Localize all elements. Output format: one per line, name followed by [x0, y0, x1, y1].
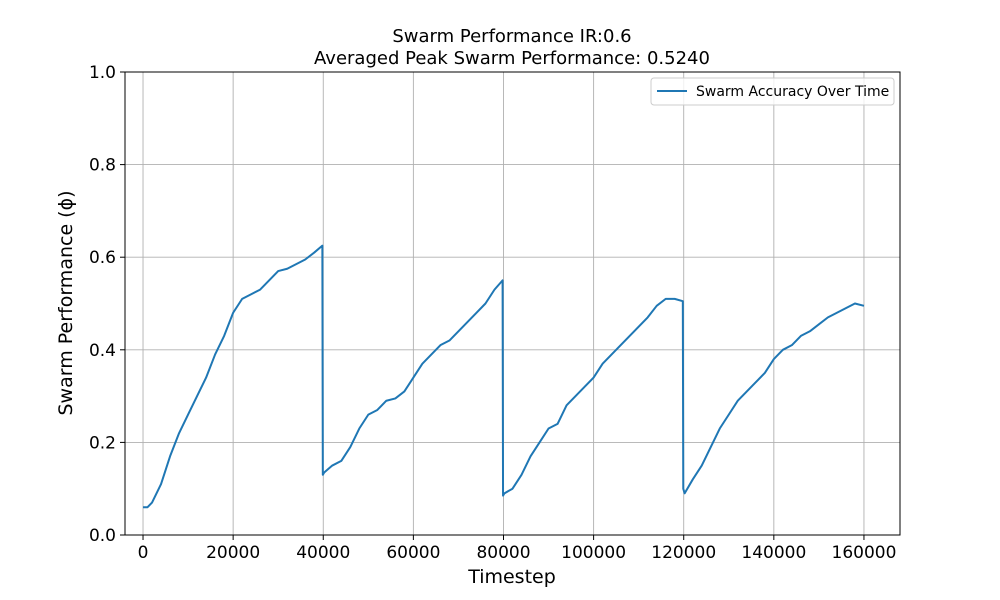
x-axis-ticks: 0 20000 40000 60000 80000 100000 120000 140000 1…	[138, 535, 897, 563]
x-tick-label: 80000	[476, 543, 530, 563]
x-tick-label: 20000	[206, 543, 260, 563]
series-layer	[143, 244, 865, 509]
chart-title-line2: Averaged Peak Swarm Performance: 0.5240	[314, 48, 710, 69]
y-tick-label: 1.0	[89, 63, 116, 83]
x-tick-label: 100000	[561, 543, 626, 563]
x-tick-label: 60000	[386, 543, 440, 563]
legend: Swarm Accuracy Over Time	[650, 77, 895, 106]
y-axis-ticks: 0.0 0.2 0.4 0.6 0.8 1.0	[89, 63, 125, 546]
chart-title-line1: Swarm Performance IR:0.6	[392, 26, 631, 47]
y-tick-label: 0.0	[89, 526, 116, 546]
x-axis-label: Timestep	[467, 566, 556, 588]
y-tick-label: 0.4	[89, 341, 116, 361]
y-tick-label: 0.8	[89, 156, 116, 176]
x-tick-label: 140000	[741, 543, 806, 563]
y-tick-label: 0.6	[89, 248, 116, 268]
x-tick-label: 120000	[651, 543, 716, 563]
y-axis-label: Swarm Performance (ϕ)	[55, 190, 77, 415]
x-tick-label: 40000	[296, 543, 350, 563]
x-tick-label: 160000	[832, 543, 897, 563]
series-line-swarm-accuracy	[143, 244, 865, 509]
x-tick-label: 0	[138, 543, 149, 563]
y-tick-label: 0.2	[89, 433, 116, 453]
legend-box	[650, 77, 895, 106]
legend-entry-label: Swarm Accuracy Over Time	[696, 84, 889, 100]
plot-area-frame	[124, 71, 901, 536]
